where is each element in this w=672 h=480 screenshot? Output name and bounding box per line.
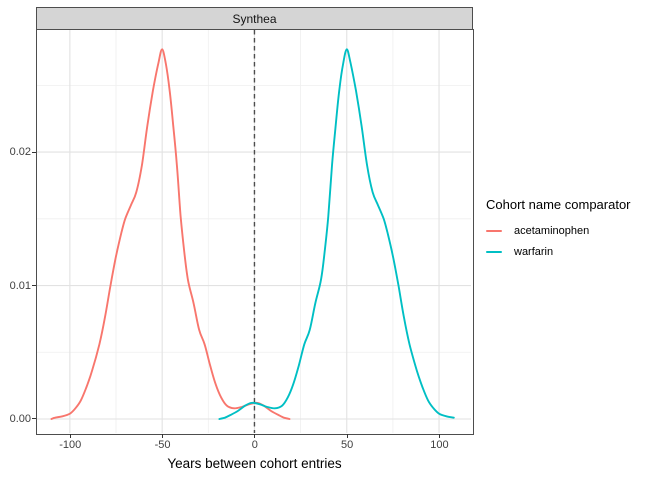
x-tick-label: 100 — [430, 439, 449, 451]
y-tick-label: 0.01 — [9, 279, 31, 292]
y-tick-mark — [32, 151, 36, 153]
x-tick-mark — [438, 434, 440, 439]
legend-title: Cohort name comparator — [486, 197, 631, 212]
x-tick-label: -100 — [59, 439, 82, 451]
x-tick-mark — [254, 434, 256, 439]
x-tick-mark — [69, 434, 71, 439]
legend-item: acetaminophen — [486, 220, 668, 241]
legend-item-label: acetaminophen — [514, 224, 590, 237]
x-tick-label: 0 — [251, 439, 258, 451]
y-tick-mark — [32, 418, 36, 420]
x-tick-label: -50 — [154, 439, 171, 451]
y-tick-mark — [32, 285, 36, 287]
plot-panel — [36, 28, 474, 435]
facet-strip: Synthea — [36, 7, 473, 30]
legend-swatch — [486, 250, 502, 253]
x-tick-label: 50 — [341, 439, 354, 451]
legend-item-label: warfarin — [514, 245, 554, 258]
x-tick-mark — [162, 434, 164, 439]
series-path-warfarin — [218, 47, 455, 420]
facet-strip-label: Synthea — [232, 11, 277, 26]
y-tick-label: 0.00 — [9, 412, 31, 425]
y-tick-label: 0.02 — [9, 146, 31, 159]
legend: Cohort name comparator acetaminophen war… — [486, 197, 668, 262]
legend-item: warfarin — [486, 241, 668, 262]
plot-canvas — [37, 29, 471, 433]
x-tick-mark — [346, 434, 348, 439]
x-axis-title: Years between cohort entries — [167, 456, 342, 471]
legend-swatch — [486, 229, 502, 232]
